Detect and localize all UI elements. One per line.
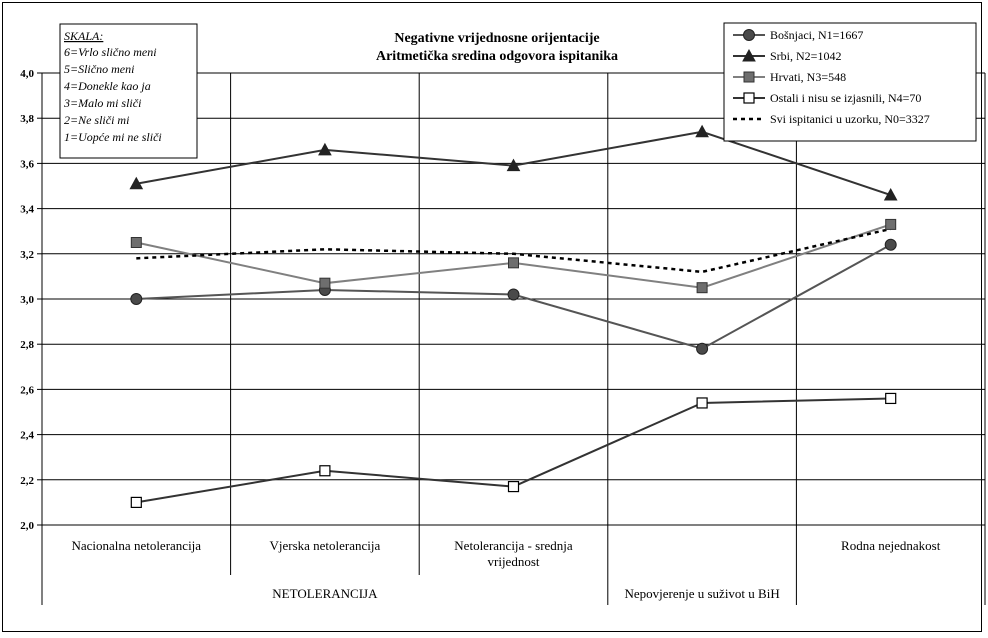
data-point bbox=[318, 142, 332, 156]
y-tick-label: 3,6 bbox=[20, 158, 34, 170]
data-point bbox=[695, 124, 709, 138]
data-point bbox=[742, 48, 756, 62]
x-axis: Nacionalna netolerancija Vjerska netolera… bbox=[41, 525, 986, 605]
series-markers bbox=[129, 124, 898, 508]
data-point bbox=[506, 158, 521, 172]
chart-title: Negativne vrijednosne orijentacije bbox=[394, 31, 599, 46]
y-tick-label: 2,4 bbox=[20, 430, 34, 442]
y-axis: 2,0 2,2 2,4 2,6 2,8 3,0 3,2 3,4 3,6 3,8 4,0 bbox=[20, 68, 42, 532]
category-label: vrijednost bbox=[488, 554, 540, 569]
data-point bbox=[743, 29, 755, 41]
legend-label: Ostali i nisu se izjasnili, N4=70 bbox=[770, 91, 921, 105]
legend: Bošnjaci, N1=1667 Srbi, N2=1042 Hrvati, N3… bbox=[723, 22, 977, 142]
data-point bbox=[319, 465, 331, 477]
data-point bbox=[696, 282, 708, 294]
y-tick-label: 3,8 bbox=[20, 113, 34, 125]
data-point bbox=[507, 480, 520, 493]
data-point bbox=[743, 92, 755, 104]
scale-item: 3=Malo mi sliči bbox=[63, 96, 141, 110]
series-line bbox=[136, 227, 891, 274]
data-point bbox=[883, 187, 898, 201]
scale-box: SKALA: 6=Vrlo slično meni 5=Slično meni 4=… bbox=[59, 23, 198, 159]
data-point bbox=[885, 218, 897, 230]
y-tick-label: 3,4 bbox=[20, 204, 34, 216]
data-point bbox=[130, 496, 142, 508]
legend-label: Bošnjaci, N1=1667 bbox=[770, 28, 863, 42]
data-point bbox=[129, 176, 144, 190]
data-point bbox=[130, 237, 142, 248]
legend-label: Hrvati, N3=548 bbox=[770, 70, 846, 84]
series-line bbox=[136, 223, 892, 289]
scale-item: 6=Vrlo slično meni bbox=[64, 45, 157, 59]
legend-label: Svi ispitanici u uzorku, N0=3327 bbox=[770, 112, 930, 126]
legend-label: Srbi, N2=1042 bbox=[770, 49, 841, 63]
y-tick-label: 3,2 bbox=[20, 249, 34, 261]
data-point bbox=[884, 238, 897, 251]
scale-item: 5=Slično meni bbox=[64, 62, 134, 76]
category-label: Nacionalna netolerancija bbox=[72, 538, 202, 553]
scale-title: SKALA: bbox=[64, 29, 103, 43]
group-label: NETOLERANCIJA bbox=[272, 586, 378, 601]
y-tick-label: 2,2 bbox=[20, 475, 34, 487]
chart-subtitle: Aritmetička sredina odgovora ispitanika bbox=[376, 49, 618, 64]
data-point bbox=[885, 392, 897, 405]
data-point bbox=[130, 293, 143, 305]
chart-frame bbox=[2, 2, 982, 632]
category-label: Nepovjerenje u suživot u BiH bbox=[624, 586, 779, 601]
scale-item: 2=Ne sliči mi bbox=[64, 113, 129, 127]
y-tick-label: 4,0 bbox=[20, 68, 34, 80]
data-point bbox=[508, 257, 519, 269]
category-label: Vjerska netolerancija bbox=[269, 538, 380, 553]
y-tick-label: 3,0 bbox=[20, 294, 34, 306]
data-point bbox=[319, 277, 331, 289]
data-point bbox=[507, 288, 520, 301]
data-point bbox=[743, 71, 755, 83]
y-tick-label: 2,8 bbox=[20, 339, 34, 351]
y-tick-label: 2,0 bbox=[20, 520, 34, 532]
category-label: Rodna nejednakost bbox=[841, 538, 941, 553]
series-lines bbox=[136, 130, 892, 504]
scale-item: 4=Donekle kao ja bbox=[64, 79, 151, 93]
category-label: Netolerancija - srednja bbox=[454, 538, 573, 553]
data-point bbox=[696, 342, 709, 355]
y-tick-label: 2,6 bbox=[20, 384, 34, 396]
scale-item: 1=Uopće mi ne sliči bbox=[64, 130, 162, 144]
data-point bbox=[696, 397, 708, 409]
